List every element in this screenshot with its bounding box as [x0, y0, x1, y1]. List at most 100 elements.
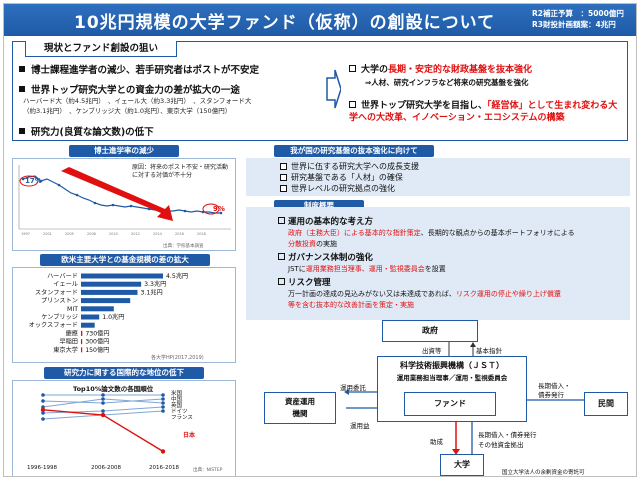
x-label-2: 2006-2008 [91, 465, 121, 471]
ranking-svg [40, 393, 166, 454]
status-label: 現状とファンド創設の狙い [25, 41, 178, 57]
rate-end-label: 9% [213, 205, 225, 213]
asset-mgmt-box: 資産運用 機関 [264, 392, 336, 424]
overview-heading-3: リスク管理 [278, 276, 331, 288]
checkbox-square-icon [349, 101, 356, 108]
diagram-arrows [344, 342, 586, 455]
univ-box: 大学 [440, 454, 484, 476]
status-sub-line-2: （約3.1兆円） 、ケンブリッジ大（約1.0兆円）、東京大学（150億円） [23, 107, 232, 115]
bar-value-label: 4.5兆円 [166, 272, 188, 280]
endowment-chart: ハーバード 4.5兆円 イェール 3.3兆円 スタンフォード 3.1兆円 プリンストン MIT… [12, 267, 236, 363]
rate-start-label: 17% [25, 177, 42, 185]
x-label-1: 1996-1998 [27, 465, 57, 471]
status-section: 現状とファンド創設の狙い 博士課程進学者の減少、若手研究者はポストが不安定 世界… [12, 41, 628, 141]
endowment-bar [81, 347, 83, 353]
bullet-square-icon [19, 66, 25, 72]
status-bullet-2: 世界トップ研究大学との資金力の差が拡大の一途 [19, 82, 240, 96]
overview-text-2: JSTに運用業務担当理事、運用・監視委員会を設置 [288, 265, 446, 273]
bar-category-label: 東京大学 [53, 346, 78, 354]
policy-label: 基本指針 [476, 347, 502, 355]
support-label: 助成 [430, 438, 443, 446]
svg-text:2012: 2012 [131, 232, 140, 236]
svg-text:2016: 2016 [175, 232, 184, 236]
bar-value-label: 3.3兆円 [144, 280, 166, 288]
bar-category-label: ハーバード [47, 273, 78, 280]
doctoral-rate-svg: 1997 2001 2005 2008 2010 2012 2014 2016 2018 [18, 165, 231, 236]
japan-rank-point [40, 407, 46, 412]
bullet-square-icon [19, 128, 25, 134]
research-base-panel: 世界に伍する研究大学への成長支援 研究基盤である「人材」の確保 世界レベルの研究… [246, 158, 630, 196]
overview-heading-1: 運用の基本的な考え方 [278, 215, 373, 227]
endowment-bar [81, 314, 100, 320]
svg-text:1997: 1997 [21, 232, 30, 236]
endowment-bar [81, 289, 138, 295]
doctoral-rate-line [22, 175, 221, 214]
chart3-header: 研究力に関する国際的な地位の低下 [44, 367, 204, 379]
bar-category-label: 慶應 [66, 329, 78, 337]
chart2-header: 欧米主要大学との基金規模の差の拡大 [40, 254, 210, 266]
right-arrow-icon [326, 69, 341, 109]
chart1-note: 原因：将来のポスト不安・研究活動に対する対価が不十分 [132, 164, 229, 179]
overview-text-3b: 等を含む抜本的な改善計画を策定・実施 [288, 301, 414, 309]
bar-category-label: イェール [53, 281, 78, 288]
japan-rank-point [160, 449, 166, 454]
bar-value-label: 3.1兆円 [140, 288, 162, 296]
country-labels: 米国 中国 英国 ドイツ フランス [171, 391, 193, 421]
note-label: 国立大学法人の余剰資金の寄託可 [502, 470, 585, 476]
chart1-header: 博士進学率の減少 [69, 145, 179, 157]
system-overview-panel: 運用の基本的な考え方 政府（主務大臣）による基本的な指針策定、長期的な観点からの… [246, 207, 630, 320]
gov-box: 政府 [382, 320, 478, 342]
endowment-bar [81, 322, 95, 328]
entrust-label: 運用委託 [340, 384, 366, 392]
svg-text:2010: 2010 [109, 232, 118, 236]
chart3-subtitle: Top10%論文数の各国順位 [73, 385, 154, 393]
bar-value-label: 150億円 [85, 346, 109, 354]
svg-text:2014: 2014 [153, 232, 163, 236]
budget-info: R2補正予算 ：5000億円 R3財投計画額案：4兆円 [532, 8, 624, 30]
bar-category-label: スタンフォード [35, 288, 78, 296]
slide: 10兆円規模の大学ファンド（仮称）の創設について R2補正予算 ：5000億円 … [3, 3, 637, 477]
status-bullet-3: 研究力(良質な論文数)の低下 [19, 124, 154, 138]
svg-text:2001: 2001 [43, 232, 52, 236]
bar-value-label: 300億円 [85, 338, 109, 346]
contrib-label: 長期借入・債券発行 その他資金拠出 [478, 431, 537, 449]
bar-category-label: MIT [67, 306, 78, 313]
bar-category-label: 早稲田 [59, 338, 78, 346]
overview-text-1a: 政府（主務大臣）による基本的な指針策定、長期的な観点からの基本ポートフォリオによ… [288, 229, 575, 237]
endowment-bar [81, 339, 83, 345]
research-item-3: 世界レベルの研究拠点の強化 [280, 183, 395, 194]
status-bullet-1: 博士課程進学者の減少、若手研究者はポストが不安定 [19, 62, 259, 76]
budget-line-1: R2補正予算 ：5000億円 [532, 9, 624, 18]
aim-1-sub: ⇒人材、研究インフラなど将来の研究基盤を強化 [365, 78, 529, 87]
svg-text:2005: 2005 [65, 232, 74, 236]
fund-box: ファンド [404, 392, 496, 416]
endowment-bar [81, 273, 163, 279]
long-label: 長期借入・ 債券発行 [538, 382, 571, 399]
invest-label: 出資等 [422, 347, 442, 355]
research-item-2: 研究基盤である「人材」の確保 [280, 172, 403, 183]
japan-rank-point [100, 412, 106, 418]
budget-line-2: R3財投計画額案：4兆円 [532, 20, 616, 29]
ranking-chart: Top10%論文数の各国順位 米国 中国 英国 ドイツ フランス 日本 1996-199… [12, 380, 236, 476]
page-title: 10兆円規模の大学ファンド（仮称）の創設について [74, 13, 496, 33]
endowment-bar [81, 298, 131, 304]
chart3-source: 出典：NISTEP [193, 468, 223, 473]
endowment-bar [81, 281, 142, 287]
research-item-1: 世界に伍する研究大学への成長支援 [280, 161, 419, 172]
aim-1: 大学の長期・安定的な財政基盤を抜本強化 [349, 64, 619, 76]
overview-text-1b: 分散投資の実施 [288, 240, 337, 248]
japan-label: 日本 [183, 432, 196, 439]
bullet-square-icon [19, 86, 25, 92]
overview-heading-2: ガバナンス体制の強化 [278, 251, 373, 263]
doctoral-rate-chart: 1997 2001 2005 2008 2010 2012 2014 2016 2018 17%… [12, 158, 236, 251]
x-label-3: 2016-2018 [149, 465, 179, 471]
svg-text:2018: 2018 [197, 232, 206, 236]
endowment-bar [81, 330, 83, 336]
bar-value-label: 1.0兆円 [102, 313, 124, 321]
bar-category-label: オックスフォード [29, 322, 78, 329]
status-sub-line-1: ハーバード大（約4.5兆円） 、イェール大（約3.3兆円） 、スタンフォード大 [23, 97, 252, 105]
aim-2: 世界トップ研究大学を目指し、「経営体」として生まれ変わる大学への大改革、イノベー… [349, 101, 618, 123]
decline-arrow [61, 167, 173, 221]
overview-text-3a: 万一計画の達成の見込みがない又は未達成であれば、リスク運用の停止や繰り上げ償還 [288, 290, 561, 298]
